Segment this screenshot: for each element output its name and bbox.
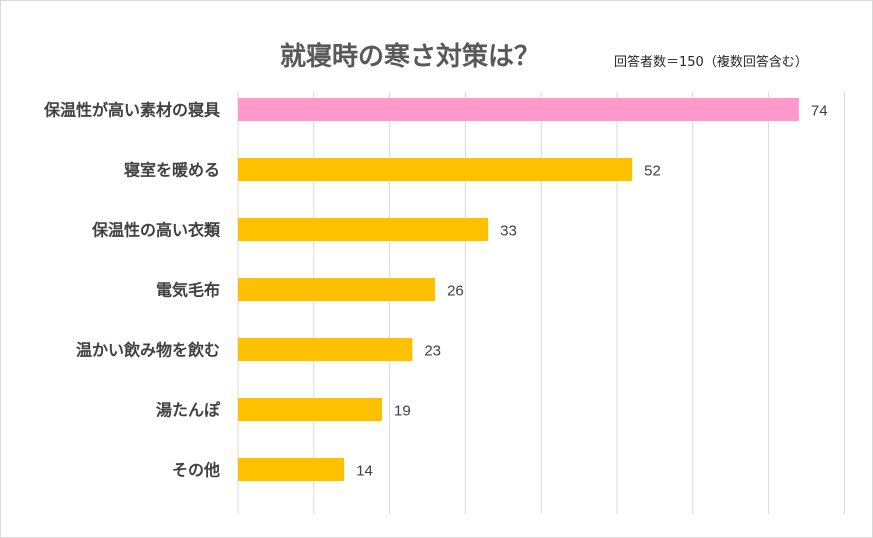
bar (238, 458, 345, 481)
value-label: 14 (356, 463, 373, 480)
chart-title: 就寝時の寒さ対策は？ (279, 42, 540, 72)
value-label: 19 (394, 403, 411, 420)
value-label: 23 (424, 343, 441, 360)
bar (238, 278, 436, 301)
category-label: 保温性の高い衣類 (91, 221, 221, 240)
category-label: 湯たんぽ (156, 401, 221, 420)
bar (238, 98, 799, 121)
respondent-note: 回答者数＝150（複数回答含む） (614, 55, 808, 70)
category-label: その他 (172, 461, 220, 480)
category-label: 電気毛布 (156, 281, 220, 300)
bar (238, 398, 383, 421)
bar (238, 158, 633, 181)
value-label: 33 (500, 223, 517, 240)
category-label: 保温性が高い素材の寝具 (43, 101, 220, 120)
value-label: 74 (811, 103, 828, 120)
category-label: 寝室を暖める (124, 161, 220, 180)
value-label: 26 (447, 283, 464, 300)
bar (238, 218, 489, 241)
category-label: 温かい飲み物を飲む (75, 341, 220, 360)
value-label: 52 (644, 163, 661, 180)
bar (238, 338, 413, 361)
